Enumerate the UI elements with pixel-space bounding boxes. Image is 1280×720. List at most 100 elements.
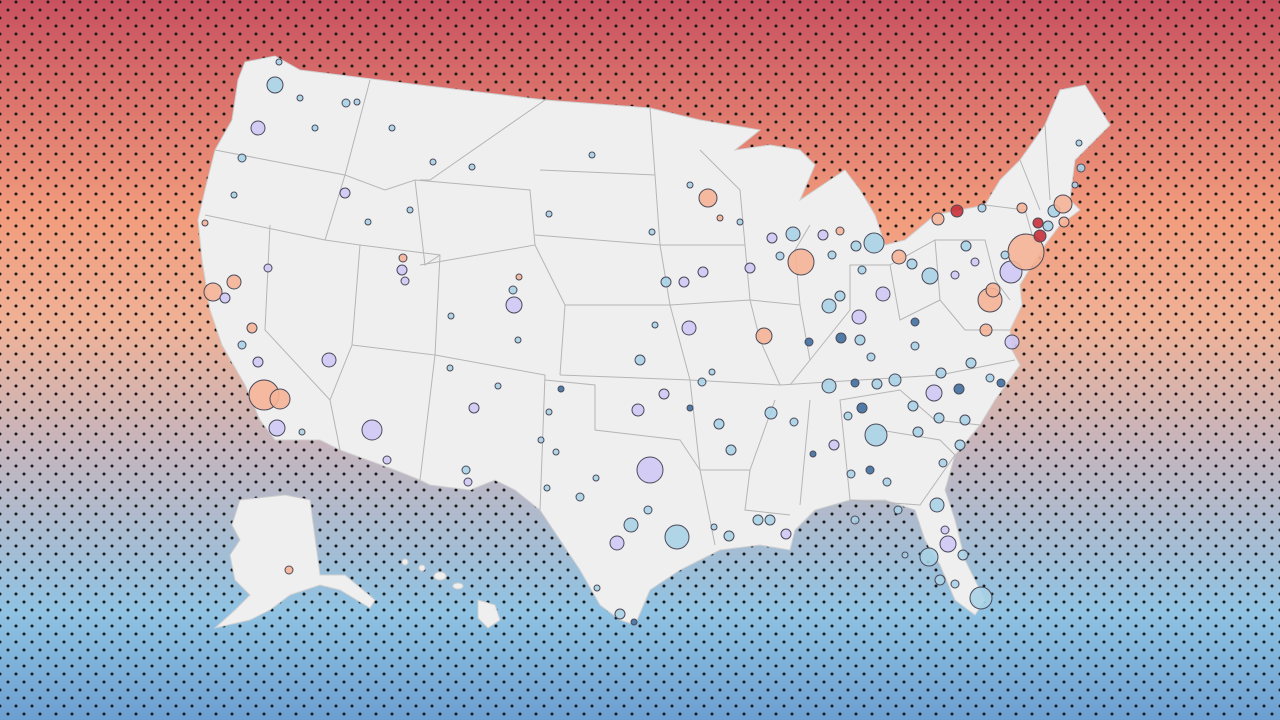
city-bubble <box>882 477 892 487</box>
city-bubble <box>985 373 995 383</box>
city-bubble <box>494 382 502 390</box>
city-bubble <box>203 282 223 302</box>
city-bubble <box>361 419 383 441</box>
alaska <box>213 494 376 629</box>
city-bubble <box>764 406 778 420</box>
city-bubble <box>230 191 238 199</box>
city-bubble <box>865 465 875 475</box>
city-bubble <box>863 232 885 254</box>
city-bubble <box>804 337 814 347</box>
city-bubble <box>835 226 845 236</box>
city-bubble <box>985 282 1001 298</box>
city-bubble <box>919 547 939 567</box>
city-bubble <box>686 404 694 412</box>
city-bubble <box>237 340 247 350</box>
city-bubble <box>834 290 846 302</box>
city-bubble <box>201 219 209 227</box>
city-bubble <box>755 327 773 345</box>
city-bubble <box>429 158 437 166</box>
city-bubble <box>744 262 756 274</box>
city-bubble <box>364 218 372 226</box>
city-bubble <box>960 240 972 252</box>
city-bubble <box>1071 181 1079 189</box>
city-bubble <box>906 258 918 270</box>
city-bubble <box>406 206 414 214</box>
city-bubble <box>268 419 286 437</box>
city-bubble <box>821 298 837 314</box>
city-bubble <box>929 497 945 513</box>
city-bubble <box>664 524 690 550</box>
city-bubble <box>515 273 523 281</box>
city-bubble <box>827 250 837 260</box>
city-bubble <box>1076 163 1086 173</box>
city-bubble <box>846 469 856 479</box>
city-bubble <box>263 263 273 273</box>
city-bubble <box>1032 217 1044 229</box>
city-bubble <box>1033 229 1047 243</box>
city-bubble <box>388 124 396 132</box>
city-bubble <box>593 584 601 592</box>
city-bubble <box>821 378 837 394</box>
city-bubble <box>775 251 785 261</box>
city-bubble <box>996 378 1006 388</box>
city-bubble <box>447 312 455 320</box>
city-bubble <box>965 357 977 369</box>
city-bubble <box>787 248 815 276</box>
city-bubble <box>643 505 653 515</box>
city-bubble <box>396 264 408 276</box>
city-bubble <box>979 323 993 337</box>
city-bubble <box>938 458 948 468</box>
city-bubble <box>933 412 945 424</box>
city-bubble <box>545 408 553 416</box>
city-bubble <box>321 352 337 368</box>
city-bubble <box>634 354 646 366</box>
city-bubble <box>864 423 888 447</box>
city-bubble <box>854 334 866 346</box>
hawaii <box>401 558 501 629</box>
city-bubble <box>934 574 946 586</box>
city-bubble <box>468 402 480 414</box>
city-bubble <box>557 385 565 393</box>
city-bubble <box>592 474 600 482</box>
city-bubble <box>871 378 883 390</box>
city-bubble <box>780 528 792 540</box>
city-bubble <box>623 517 639 533</box>
city-bubble <box>850 515 860 525</box>
city-bubble <box>686 181 694 189</box>
city-bubble <box>857 265 867 275</box>
city-bubble <box>252 356 264 368</box>
city-bubble <box>939 535 957 553</box>
city-bubble <box>736 218 744 226</box>
city-bubble <box>925 384 943 402</box>
city-bubble <box>828 439 840 451</box>
city-bubble <box>907 400 919 412</box>
city-bubble <box>713 418 725 430</box>
city-bubble <box>723 530 735 542</box>
city-bubble <box>508 285 518 295</box>
city-bubble <box>636 456 664 484</box>
city-bubble <box>237 153 247 163</box>
city-bubble <box>1053 194 1073 214</box>
city-bubble <box>970 257 980 267</box>
city-bubble <box>716 214 724 222</box>
city-bubble <box>866 352 876 362</box>
city-bubble <box>463 477 473 487</box>
city-bubble <box>953 383 965 395</box>
city-bubble <box>226 274 242 290</box>
city-bubble <box>614 608 626 620</box>
city-bubble <box>461 465 471 475</box>
city-bubble <box>298 428 306 436</box>
city-bubble <box>266 76 284 94</box>
city-bubble <box>341 98 351 108</box>
city-bubble <box>893 505 903 515</box>
city-bubble <box>1000 250 1010 260</box>
city-bubble <box>921 267 939 285</box>
city-bubble <box>901 551 909 559</box>
city-bubble <box>678 276 690 288</box>
city-bubble <box>468 163 476 171</box>
city-bubble <box>954 439 966 451</box>
city-bubble <box>912 426 924 438</box>
contiguous-us <box>197 55 1111 626</box>
city-bubble <box>935 367 947 379</box>
city-bubble <box>630 618 638 626</box>
